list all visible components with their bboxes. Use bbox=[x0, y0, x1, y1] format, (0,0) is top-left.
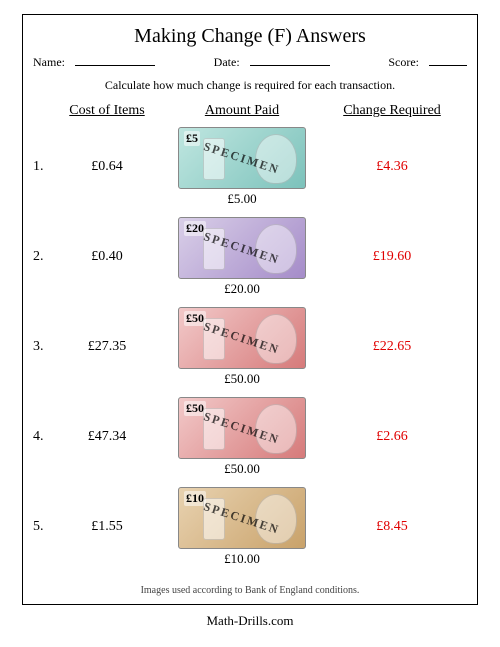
amount-paid: £20SPECIMEN £20.00 bbox=[157, 217, 327, 297]
cost-value: £27.35 bbox=[57, 339, 157, 355]
amount-paid: £10SPECIMEN £10.00 bbox=[157, 487, 327, 567]
name-label: Name: bbox=[33, 55, 65, 70]
amount-paid: £5SPECIMEN £5.00 bbox=[157, 127, 327, 207]
date-label: Date: bbox=[214, 55, 240, 70]
cost-value: £0.64 bbox=[57, 159, 157, 175]
name-blank[interactable] bbox=[75, 54, 155, 66]
table-row: 2.£0.40 £20SPECIMEN £20.00 £19.60 bbox=[31, 217, 469, 297]
header-cost: Cost of Items bbox=[57, 103, 157, 119]
paid-value: £10.00 bbox=[224, 551, 260, 567]
banknote-icon: £5SPECIMEN bbox=[178, 127, 306, 189]
column-headers: Cost of Items Amount Paid Change Require… bbox=[31, 103, 469, 119]
banknote-icon: £10SPECIMEN bbox=[178, 487, 306, 549]
meta-row: Name: Date: Score: bbox=[33, 54, 467, 70]
transaction-list: 1.£0.64£5SPECIMEN£5.00£4.362.£0.40£20SPE… bbox=[31, 127, 469, 567]
row-number: 4. bbox=[31, 429, 57, 445]
image-attribution: Images used according to Bank of England… bbox=[23, 585, 477, 596]
header-change: Change Required bbox=[327, 103, 457, 119]
score-label: Score: bbox=[388, 55, 419, 70]
paid-value: £5.00 bbox=[227, 191, 256, 207]
paid-value: £20.00 bbox=[224, 281, 260, 297]
table-row: 5.£1.55 £10SPECIMEN £10.00 £8.45 bbox=[31, 487, 469, 567]
change-value: £4.36 bbox=[327, 159, 457, 175]
change-value: £19.60 bbox=[327, 249, 457, 265]
score-blank[interactable] bbox=[429, 54, 467, 66]
banknote-icon: £50SPECIMEN bbox=[178, 397, 306, 459]
instructions: Calculate how much change is required fo… bbox=[31, 78, 469, 93]
change-value: £8.45 bbox=[327, 519, 457, 535]
page-title: Making Change (F) Answers bbox=[31, 25, 469, 48]
cost-value: £0.40 bbox=[57, 249, 157, 265]
cost-value: £47.34 bbox=[57, 429, 157, 445]
paid-value: £50.00 bbox=[224, 461, 260, 477]
worksheet-frame: Making Change (F) Answers Name: Date: Sc… bbox=[22, 14, 478, 605]
amount-paid: £50SPECIMEN £50.00 bbox=[157, 307, 327, 387]
row-number: 1. bbox=[31, 159, 57, 175]
table-row: 1.£0.64 £5SPECIMEN £5.00 £4.36 bbox=[31, 127, 469, 207]
change-value: £22.65 bbox=[327, 339, 457, 355]
table-row: 3.£27.35 £50SPECIMEN £50.00 £22.65 bbox=[31, 307, 469, 387]
banknote-icon: £50SPECIMEN bbox=[178, 307, 306, 369]
cost-value: £1.55 bbox=[57, 519, 157, 535]
header-paid: Amount Paid bbox=[157, 103, 327, 119]
change-value: £2.66 bbox=[327, 429, 457, 445]
note-denom: £5 bbox=[184, 131, 200, 146]
amount-paid: £50SPECIMEN £50.00 bbox=[157, 397, 327, 477]
date-blank[interactable] bbox=[250, 54, 330, 66]
footer-brand: Math-Drills.com bbox=[0, 613, 500, 629]
row-number: 3. bbox=[31, 339, 57, 355]
row-number: 5. bbox=[31, 519, 57, 535]
table-row: 4.£47.34 £50SPECIMEN £50.00 £2.66 bbox=[31, 397, 469, 477]
paid-value: £50.00 bbox=[224, 371, 260, 387]
banknote-icon: £20SPECIMEN bbox=[178, 217, 306, 279]
row-number: 2. bbox=[31, 249, 57, 265]
